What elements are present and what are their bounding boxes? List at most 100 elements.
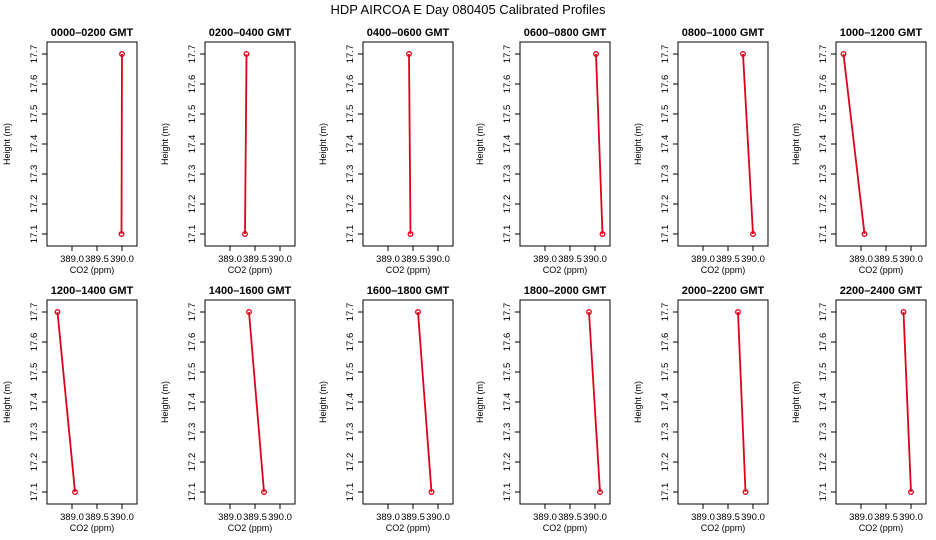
y-tick-label: 17.4 — [187, 135, 198, 154]
y-tick-label: 17.6 — [345, 75, 356, 94]
data-point — [861, 231, 868, 237]
data-point — [261, 489, 267, 495]
y-tick-label: 17.6 — [29, 333, 40, 352]
y-tick-label: 17.5 — [818, 105, 829, 124]
x-tick-label: 390.0 — [110, 254, 134, 265]
x-tick-label: 390.0 — [426, 254, 450, 265]
x-axis-label: CO2 (ppm) — [70, 523, 115, 533]
panel-title: 0800–1000 GMT — [682, 27, 765, 39]
y-tick-label: 17.5 — [345, 363, 356, 382]
profile-line — [595, 53, 604, 235]
panel-title: 1600–1800 GMT — [367, 285, 450, 297]
y-axis-label: Height (m) — [160, 381, 170, 423]
y-tick-label: 17.3 — [660, 165, 671, 184]
y-tick-label: 17.4 — [29, 135, 40, 154]
x-tick-label: 390.0 — [741, 512, 765, 523]
x-axis-label: CO2 (ppm) — [228, 523, 273, 533]
y-tick-label: 17.6 — [818, 333, 829, 352]
plot-frame — [362, 299, 454, 505]
plot-frame — [46, 41, 138, 247]
y-tick-label: 17.5 — [660, 105, 671, 124]
data-point — [72, 489, 78, 495]
plot-frame — [835, 41, 927, 247]
x-axis-label: CO2 (ppm) — [70, 265, 115, 275]
plot-frame — [46, 299, 138, 505]
y-tick-label: 17.7 — [187, 303, 198, 322]
profile-line — [742, 53, 754, 235]
y-tick-label: 17.5 — [818, 363, 829, 382]
y-tick-label: 17.6 — [29, 75, 40, 94]
y-tick-label: 17.5 — [660, 363, 671, 382]
x-tick-label: 390.0 — [110, 512, 134, 523]
y-tick-label: 17.4 — [29, 393, 40, 412]
y-tick-label: 17.4 — [818, 135, 829, 154]
data-point — [908, 489, 914, 495]
x-axis-label: CO2 (ppm) — [859, 265, 904, 275]
y-tick-label: 17.1 — [818, 483, 829, 502]
data-point — [246, 309, 252, 315]
y-tick-label: 17.6 — [345, 333, 356, 352]
x-tick-label: 390.0 — [268, 512, 292, 523]
panel-title: 0200–0400 GMT — [209, 27, 292, 39]
x-tick-label: 389.0 — [218, 512, 242, 523]
x-tick-label: 389.0 — [691, 512, 715, 523]
y-tick-label: 17.5 — [345, 105, 356, 124]
y-axis-label: Height (m) — [791, 381, 801, 423]
x-axis-label: CO2 (ppm) — [228, 265, 273, 275]
y-tick-label: 17.5 — [187, 363, 198, 382]
y-tick-label: 17.3 — [502, 423, 513, 442]
data-point — [740, 51, 746, 57]
data-point — [428, 489, 435, 495]
data-point — [407, 231, 414, 237]
plot-frame — [519, 299, 611, 505]
x-tick-label: 390.0 — [426, 512, 450, 523]
y-axis-label: Height (m) — [475, 381, 485, 423]
x-axis-label: CO2 (ppm) — [859, 523, 904, 533]
plot-frame — [677, 41, 769, 247]
y-tick-label: 17.1 — [187, 483, 198, 502]
y-tick-label: 17.6 — [502, 333, 513, 352]
y-tick-label: 17.1 — [345, 483, 356, 502]
y-tick-label: 17.1 — [660, 483, 671, 502]
plot-frame — [362, 41, 454, 247]
profile-line — [120, 53, 123, 235]
y-tick-label: 17.1 — [29, 483, 40, 502]
y-tick-label: 17.1 — [660, 225, 671, 244]
panel-5: 0800–1000 GMT 389.0 389.5 390.0 17.1 17.2 17.3… — [633, 27, 769, 275]
profile-line — [588, 311, 601, 493]
y-tick-label: 17.1 — [187, 225, 198, 244]
y-axis-label: Height (m) — [160, 123, 170, 165]
data-point — [735, 309, 741, 315]
y-tick-label: 17.2 — [660, 195, 671, 214]
x-axis-label: CO2 (ppm) — [543, 265, 588, 275]
x-tick-label: 389.5 — [85, 512, 109, 523]
y-tick-label: 17.6 — [818, 75, 829, 94]
profile-line — [417, 311, 433, 493]
y-tick-label: 17.3 — [660, 423, 671, 442]
x-tick-label: 389.0 — [533, 254, 557, 265]
x-axis-label: CO2 (ppm) — [701, 265, 746, 275]
y-tick-label: 17.4 — [818, 393, 829, 412]
y-axis-label: Height (m) — [475, 123, 485, 165]
y-tick-label: 17.7 — [29, 303, 40, 322]
x-tick-label: 389.0 — [218, 254, 242, 265]
data-point — [406, 51, 412, 57]
y-tick-label: 17.1 — [502, 483, 513, 502]
data-point — [597, 489, 603, 495]
x-axis-label: CO2 (ppm) — [386, 523, 431, 533]
profile-line — [842, 53, 866, 235]
panel-title: 1800–2000 GMT — [524, 285, 607, 297]
data-point — [742, 489, 749, 495]
x-tick-label: 390.0 — [899, 512, 923, 523]
y-axis-label: Height (m) — [318, 381, 328, 423]
data-point — [900, 309, 907, 315]
data-point — [54, 309, 61, 315]
profile-line — [408, 53, 412, 235]
x-tick-label: 389.5 — [243, 254, 267, 265]
panel-6: 1000–1200 GMT 389.0 389.5 390.0 17.1 17.2 17.3… — [791, 27, 927, 275]
data-point — [119, 51, 125, 57]
panel-title: 1200–1400 GMT — [51, 285, 134, 297]
x-tick-label: 389.0 — [376, 254, 400, 265]
plot-frame — [677, 299, 769, 505]
